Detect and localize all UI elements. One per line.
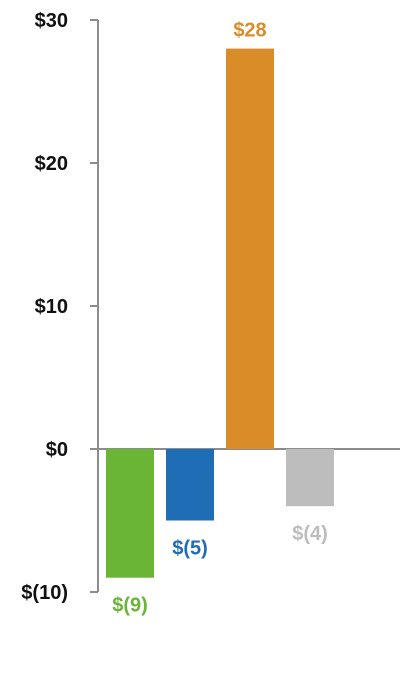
bar bbox=[286, 449, 334, 507]
y-tick-label: $20 bbox=[35, 153, 68, 175]
bar bbox=[166, 449, 214, 521]
bar-group bbox=[106, 48, 334, 578]
bar-data-label: $(4) bbox=[292, 523, 328, 545]
bar-data-label: $(9) bbox=[112, 595, 148, 617]
data-label-group: $(9) $(5) $28 $(4) bbox=[112, 20, 328, 617]
y-tick-label: $0 bbox=[46, 439, 68, 461]
bar bbox=[106, 449, 154, 578]
y-axis-ticks: $30 $20 $10 $0 $(10) bbox=[21, 10, 98, 604]
bar-data-label: $(5) bbox=[172, 538, 208, 560]
bar-data-label: $28 bbox=[233, 20, 266, 42]
bar bbox=[226, 48, 274, 449]
y-tick-label: $30 bbox=[35, 10, 68, 32]
y-tick-label: $10 bbox=[35, 296, 68, 318]
y-tick-label: $(10) bbox=[21, 582, 68, 604]
